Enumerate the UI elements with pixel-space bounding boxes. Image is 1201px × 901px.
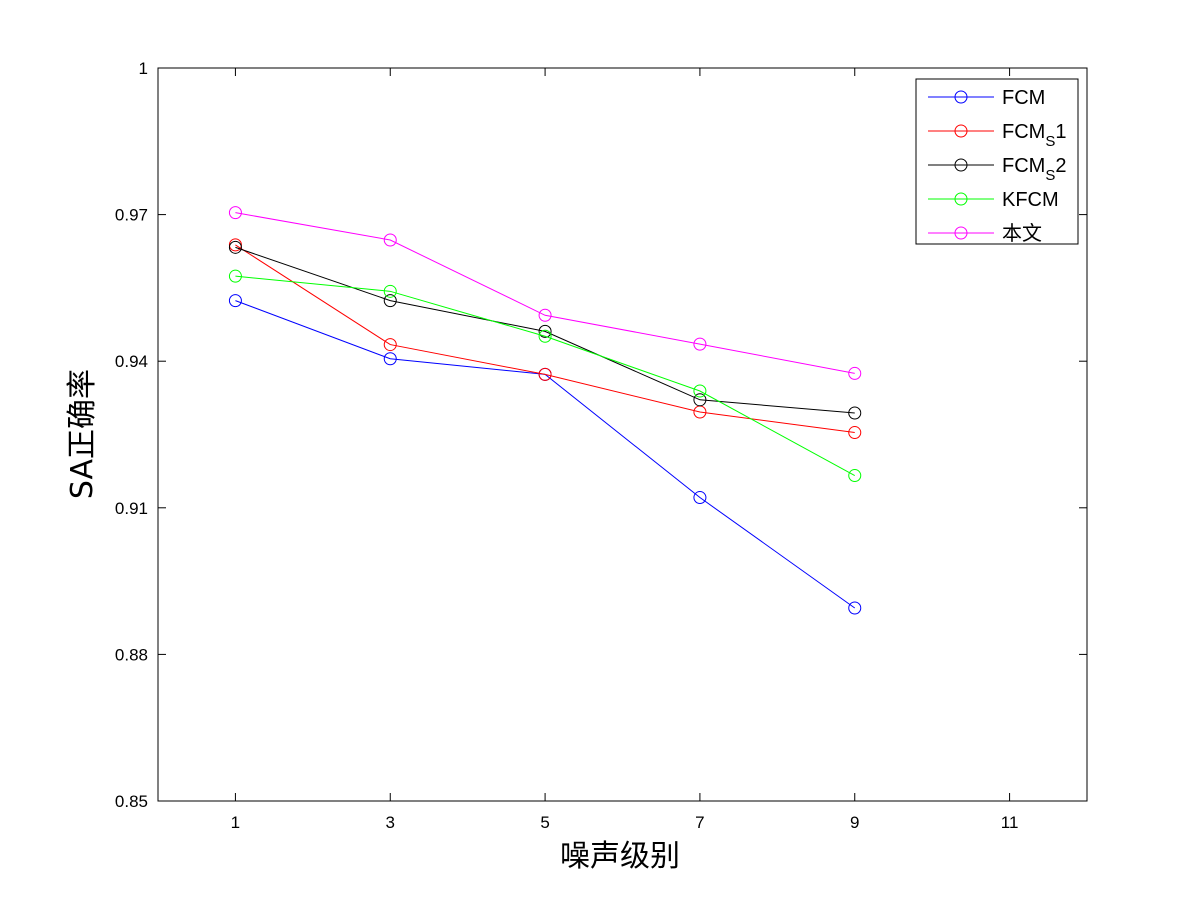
series-2 bbox=[228, 240, 862, 420]
legend-swatch-marker bbox=[954, 192, 968, 206]
legend-swatch-marker bbox=[954, 124, 968, 138]
legend-swatch-marker bbox=[954, 226, 968, 240]
x-tick-label: 3 bbox=[386, 813, 395, 832]
data-point bbox=[693, 337, 707, 351]
legend-label-main: FCM bbox=[1002, 87, 1045, 109]
data-point bbox=[848, 601, 862, 615]
y-tick-label: 0.88 bbox=[115, 645, 148, 664]
series-line bbox=[235, 246, 855, 414]
y-tick-label: 0.94 bbox=[115, 352, 148, 371]
legend-label-suffix: 1 bbox=[1055, 121, 1066, 143]
series-3 bbox=[228, 269, 862, 483]
x-tick-label: 11 bbox=[1001, 813, 1019, 832]
legend-label-main: KFCM bbox=[1002, 189, 1059, 211]
data-point bbox=[228, 294, 242, 308]
legend-label-main: FCM bbox=[1002, 155, 1045, 177]
x-tick-label: 9 bbox=[850, 813, 859, 832]
data-point bbox=[538, 367, 552, 381]
legend-label-main: FCM bbox=[1002, 121, 1045, 143]
legend-swatch-marker bbox=[954, 90, 968, 104]
legend-item: FCMS1 bbox=[928, 121, 1066, 150]
legend-label: FCMS2 bbox=[1002, 155, 1066, 184]
x-axis-label: 噪声级别 bbox=[560, 839, 680, 874]
y-tick-label: 1 bbox=[139, 59, 148, 78]
x-tick-label: 1 bbox=[231, 813, 240, 832]
legend-item: FCM bbox=[928, 87, 1045, 109]
data-point bbox=[228, 240, 242, 254]
data-point bbox=[848, 366, 862, 380]
data-point bbox=[693, 491, 707, 505]
series-line bbox=[235, 212, 855, 374]
legend-item: FCMS2 bbox=[928, 155, 1066, 184]
data-point bbox=[693, 393, 707, 407]
data-point bbox=[538, 324, 552, 338]
legend-label: KFCM bbox=[1002, 189, 1059, 211]
data-point bbox=[228, 206, 242, 220]
legend-box bbox=[915, 78, 1079, 245]
legend-label: 本文 bbox=[1002, 222, 1042, 245]
data-point bbox=[383, 233, 397, 247]
y-tick-label: 0.97 bbox=[115, 206, 148, 225]
data-point bbox=[383, 294, 397, 308]
x-tick-label: 5 bbox=[540, 813, 549, 832]
data-point bbox=[848, 469, 862, 483]
y-axis-label: SA正确率 bbox=[65, 369, 100, 499]
data-point bbox=[848, 426, 862, 440]
series-4 bbox=[228, 206, 862, 380]
data-point bbox=[538, 329, 552, 343]
data-point bbox=[383, 352, 397, 366]
data-point bbox=[383, 338, 397, 352]
legend-label: FCMS1 bbox=[1002, 121, 1066, 150]
y-tick-label: 0.91 bbox=[115, 499, 148, 518]
axis-ticks: 1 3 5 7 9 11 0.85 0.88 0.91 0.94 0.97 1 bbox=[115, 59, 1087, 832]
data-point bbox=[538, 308, 552, 322]
legend-label-main: 本文 bbox=[1002, 222, 1042, 245]
x-tick-label: 7 bbox=[695, 813, 704, 832]
legend-label: FCM bbox=[1002, 87, 1045, 109]
legend-label-suffix: 2 bbox=[1055, 155, 1066, 177]
series-line bbox=[235, 275, 855, 476]
series-layer bbox=[228, 206, 862, 615]
legend-label-subscript: S bbox=[1045, 167, 1055, 184]
legend-swatch-marker bbox=[954, 158, 968, 172]
data-point bbox=[228, 269, 242, 283]
legend-label-subscript: S bbox=[1045, 133, 1055, 150]
data-point bbox=[848, 406, 862, 420]
data-point bbox=[383, 284, 397, 298]
data-point bbox=[693, 384, 707, 398]
y-tick-label: 0.85 bbox=[115, 792, 148, 811]
legend-item: 本文 bbox=[928, 222, 1042, 245]
legend-item: KFCM bbox=[928, 189, 1059, 211]
